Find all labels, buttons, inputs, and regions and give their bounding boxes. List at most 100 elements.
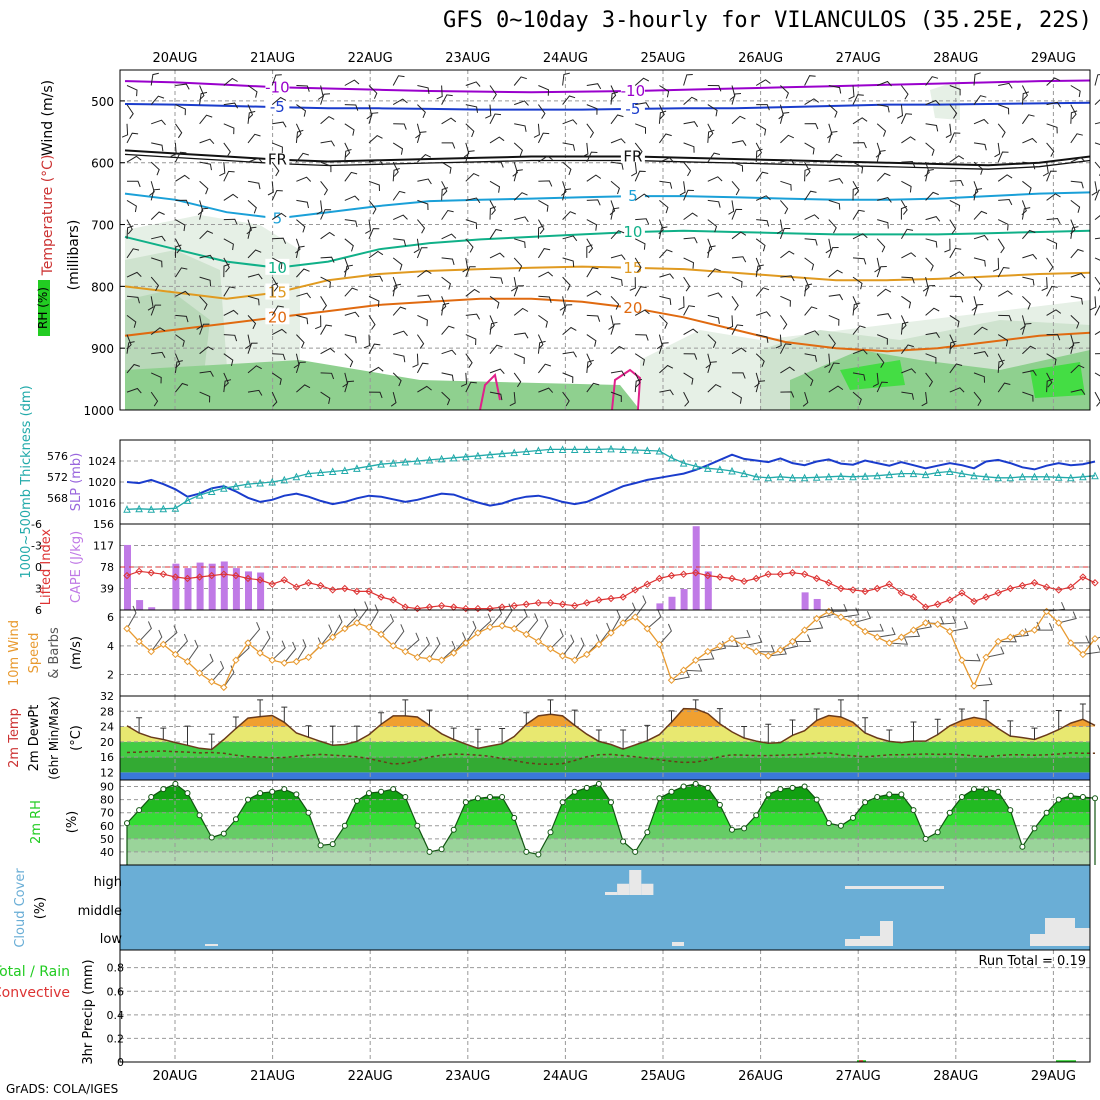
wind-barb	[1010, 628, 1029, 638]
wind-barb	[175, 314, 189, 323]
wind-barb	[247, 157, 263, 163]
lifted-index-point	[812, 574, 821, 583]
rh-point	[305, 809, 312, 816]
wind-barb	[126, 104, 134, 119]
cape-bar	[184, 568, 192, 610]
slp-tick-label: 1020	[88, 476, 116, 489]
wind-speed-point	[389, 642, 397, 650]
wind-barb	[610, 230, 625, 240]
wind-barb	[985, 646, 1005, 658]
wind-barb	[510, 277, 517, 292]
wind-barb	[150, 304, 162, 316]
thickness-point	[147, 505, 156, 513]
cloud-block	[672, 942, 684, 946]
wind-speed-point	[595, 640, 603, 649]
lifted-index-point	[837, 584, 845, 593]
wind-barb	[731, 391, 742, 404]
wind-barb	[537, 132, 550, 144]
wind-barb	[610, 345, 625, 355]
wind-speed-point	[292, 657, 301, 666]
wind-barb	[707, 361, 717, 374]
wind-barb	[271, 212, 287, 221]
rh-point	[862, 799, 869, 806]
wind-barb	[973, 210, 988, 220]
wind-barb	[296, 85, 310, 92]
thickness-point	[655, 446, 664, 455]
wind-barb	[509, 392, 516, 407]
wind-barb	[247, 85, 258, 98]
rh-tick-label: 90	[100, 781, 114, 794]
contour-label: FR	[268, 151, 287, 169]
wind-barb	[840, 607, 860, 618]
wind-barb	[489, 295, 500, 309]
rh-point	[487, 794, 493, 800]
wind-barb	[683, 353, 698, 360]
lifted-index-point	[244, 574, 252, 583]
lifted-index-point	[558, 600, 567, 608]
wind-barb	[538, 295, 552, 303]
wind-barb	[1046, 378, 1054, 393]
temp-fill-above	[120, 696, 1095, 750]
wind-barb	[876, 288, 892, 297]
rh-point	[837, 822, 844, 829]
rh-band	[127, 783, 1090, 787]
lifted-index-point	[207, 571, 216, 580]
lifted-index-point	[1091, 579, 1099, 587]
thickness-point	[1066, 473, 1075, 482]
wind-barb	[804, 330, 820, 336]
wind-barb	[1094, 215, 1100, 220]
rh-point	[729, 826, 735, 833]
wind-barb	[949, 219, 957, 234]
rh-point	[583, 784, 590, 791]
thickness-point	[353, 464, 361, 472]
cape-tick-label: 39	[100, 583, 114, 596]
temp-minmax-bar	[232, 716, 239, 729]
wind-barb	[199, 254, 215, 261]
temp-minmax-bar	[402, 699, 409, 716]
wind-barb	[223, 77, 238, 86]
thickness-point	[1042, 472, 1051, 481]
wind-barb	[247, 389, 263, 396]
temp-minmax-bar	[886, 729, 893, 742]
wind-barb	[356, 601, 369, 624]
wind-barb	[586, 104, 598, 115]
wind-barb	[223, 372, 229, 388]
lifted-index-point	[849, 586, 857, 594]
wind-barb	[824, 353, 831, 368]
li-tick-label: 0	[35, 561, 42, 574]
wind-barb	[610, 295, 620, 310]
wind-speed-point	[232, 656, 240, 664]
wind-barb	[513, 608, 528, 629]
contour-label: 20	[268, 308, 287, 326]
cape-bar	[813, 598, 821, 610]
wind-barb	[1022, 161, 1036, 170]
wind-barb	[1094, 305, 1100, 316]
wind-barb	[392, 372, 402, 387]
lifted-index-point	[389, 596, 397, 604]
wind-barb	[949, 85, 961, 96]
lifted-index-point	[1018, 581, 1027, 590]
wind-speed-point	[704, 647, 712, 656]
wind-barb	[779, 343, 792, 354]
wind-barb	[296, 268, 310, 278]
wind-barb	[865, 623, 884, 632]
surface-wind-panel	[119, 609, 1091, 697]
wind-speed-point	[195, 669, 204, 677]
wind-barb	[150, 327, 166, 335]
wind-barb	[368, 228, 380, 239]
wind-speed-point	[982, 653, 990, 662]
wind-barb	[900, 200, 908, 215]
lifted-index-point	[776, 570, 785, 578]
wind-barb	[1022, 276, 1035, 286]
wind-barb	[267, 181, 274, 196]
wind-barb	[271, 640, 286, 661]
wind-barb	[635, 334, 649, 341]
wind-barb	[610, 85, 617, 101]
wind-barb	[610, 138, 626, 144]
wind-barb	[610, 161, 624, 170]
thickness-point	[800, 473, 809, 482]
wind-barb	[513, 257, 523, 272]
wind-barb	[1022, 370, 1037, 376]
wind-barb	[127, 180, 141, 188]
wind-barb	[610, 323, 621, 335]
